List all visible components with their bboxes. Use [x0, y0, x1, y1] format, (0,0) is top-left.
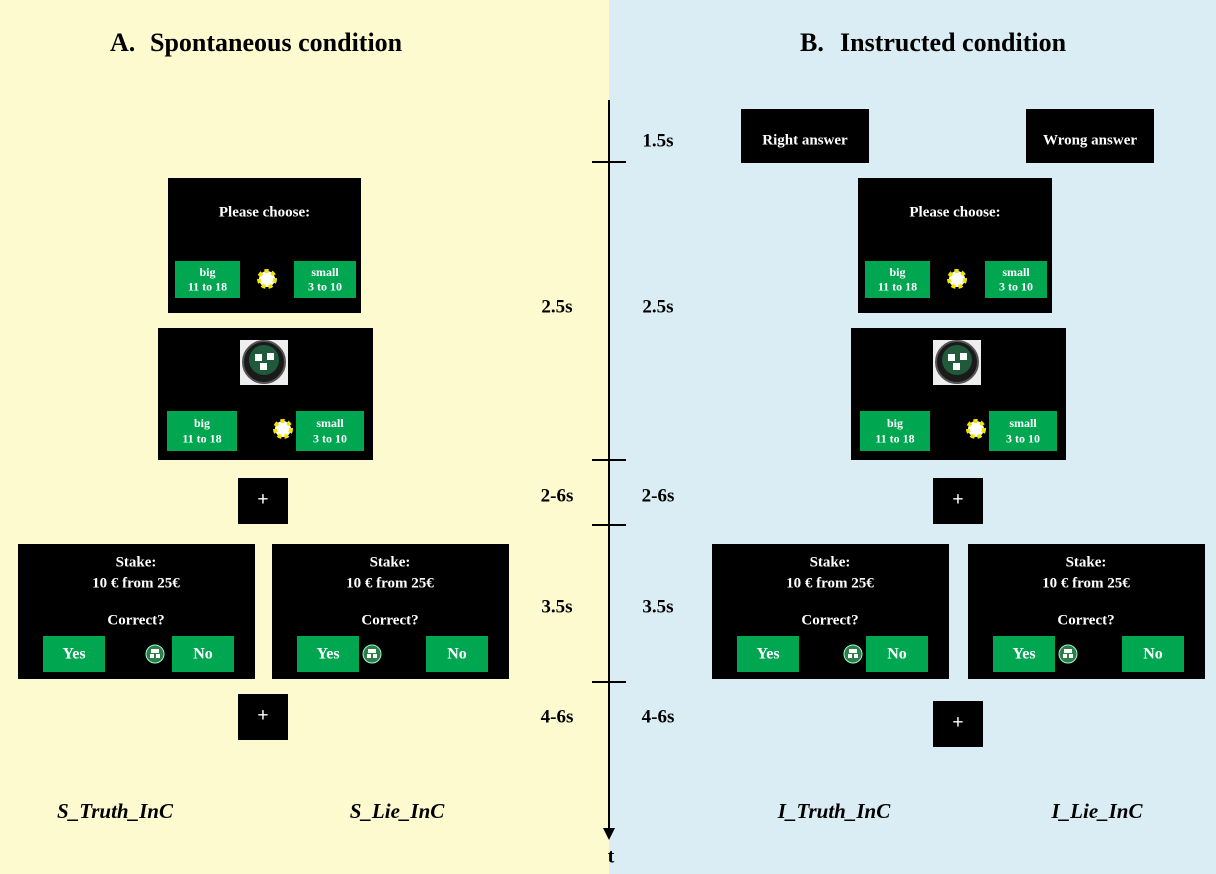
prompt: Please choose:	[219, 204, 310, 220]
die	[953, 363, 960, 370]
cue-text: Right answer	[762, 132, 848, 148]
option-range: 3 to 10	[308, 279, 342, 293]
question: Correct?	[1057, 612, 1114, 628]
dice-icon-part	[1068, 649, 1072, 653]
option-range: 11 to 18	[188, 279, 227, 293]
condition-label: S_Truth_InC	[57, 799, 174, 823]
option-range: 11 to 18	[182, 432, 221, 446]
die	[960, 353, 967, 360]
panel-letter: A.	[110, 28, 135, 57]
panel-letter: B.	[800, 28, 824, 57]
dice-icon	[146, 645, 164, 663]
selector	[259, 271, 275, 287]
option-name: big	[194, 416, 210, 430]
dice-icon	[1059, 645, 1077, 663]
panel-title: Spontaneous condition	[150, 28, 403, 57]
dice-icon-part	[156, 654, 160, 658]
duration: 2.5s	[642, 296, 673, 317]
question: Correct?	[801, 612, 858, 628]
duration: 2-6s	[541, 485, 574, 506]
duration: 4-6s	[541, 706, 574, 727]
option-name: big	[889, 265, 905, 279]
condition-label: I_Lie_InC	[1050, 799, 1143, 823]
dice-cup-inner	[249, 345, 279, 375]
option-name: big	[887, 416, 903, 430]
time-axis-label: t	[608, 846, 615, 868]
die	[948, 354, 955, 361]
stake-label: Stake:	[810, 554, 851, 570]
duration: 3.5s	[642, 596, 673, 617]
duration: 1.5s	[642, 130, 673, 151]
dice-icon	[844, 645, 862, 663]
dice-icon-part	[372, 649, 376, 653]
condition-label: S_Lie_InC	[350, 799, 446, 823]
dice-icon-part	[1064, 649, 1068, 653]
yes-label: Yes	[756, 646, 779, 663]
option-name: big	[199, 265, 215, 279]
option-range: 11 to 18	[878, 279, 917, 293]
dice-icon-part	[373, 654, 377, 658]
dice-icon-part	[1069, 654, 1073, 658]
dice-icon-part	[155, 649, 159, 653]
stake-amount: 10 € from 25€	[786, 575, 874, 591]
yes-label: Yes	[316, 646, 339, 663]
stake-amount: 10 € from 25€	[1042, 575, 1130, 591]
stake-label: Stake:	[116, 554, 157, 570]
stake-amount: 10 € from 25€	[92, 575, 180, 591]
selector	[968, 421, 984, 437]
dice-icon-part	[368, 649, 372, 653]
fixation-cross: +	[257, 705, 268, 727]
prompt: Please choose:	[909, 204, 1000, 220]
no-label: No	[193, 646, 213, 663]
dice-icon-part	[853, 649, 857, 653]
option-name: small	[1009, 416, 1037, 430]
dice-icon-part	[1063, 654, 1067, 658]
option-range: 3 to 10	[1006, 432, 1040, 446]
stake-amount: 10 € from 25€	[346, 575, 434, 591]
dice-cup-inner	[942, 345, 972, 375]
fixation-cross: +	[952, 712, 963, 734]
stake-label: Stake:	[370, 554, 411, 570]
question: Correct?	[107, 612, 164, 628]
panel-title: Instructed condition	[840, 28, 1067, 57]
duration: 2-6s	[642, 485, 675, 506]
die	[255, 354, 262, 361]
fixation-cross: +	[952, 489, 963, 511]
option-name: small	[1002, 265, 1030, 279]
dice-icon-part	[848, 654, 852, 658]
stake-label: Stake:	[1066, 554, 1107, 570]
selector	[275, 421, 291, 437]
question: Correct?	[361, 612, 418, 628]
option-range: 11 to 18	[875, 432, 914, 446]
yes-label: Yes	[62, 646, 85, 663]
dice-icon	[363, 645, 381, 663]
dice-icon-part	[367, 654, 371, 658]
die	[267, 353, 274, 360]
duration: 4-6s	[642, 706, 675, 727]
option-name: small	[311, 265, 339, 279]
option-range: 3 to 10	[313, 432, 347, 446]
selector	[949, 271, 965, 287]
die	[260, 363, 267, 370]
cue-text: Wrong answer	[1043, 132, 1137, 148]
dice-icon-part	[854, 654, 858, 658]
duration: 3.5s	[541, 596, 572, 617]
dice-icon-part	[849, 649, 853, 653]
no-label: No	[1143, 646, 1163, 663]
dice-icon-part	[151, 649, 155, 653]
no-label: No	[447, 646, 467, 663]
figure: A. Spontaneous condition Please choose: big…	[0, 0, 1216, 874]
fixation-cross: +	[257, 489, 268, 511]
no-label: No	[887, 646, 907, 663]
condition-label: I_Truth_InC	[777, 799, 891, 823]
yes-label: Yes	[1012, 646, 1035, 663]
page: A. Spontaneous condition Please choose: big…	[0, 0, 1216, 874]
duration: 2.5s	[541, 296, 572, 317]
dice-icon-part	[150, 654, 154, 658]
option-range: 3 to 10	[999, 279, 1033, 293]
option-name: small	[316, 416, 344, 430]
